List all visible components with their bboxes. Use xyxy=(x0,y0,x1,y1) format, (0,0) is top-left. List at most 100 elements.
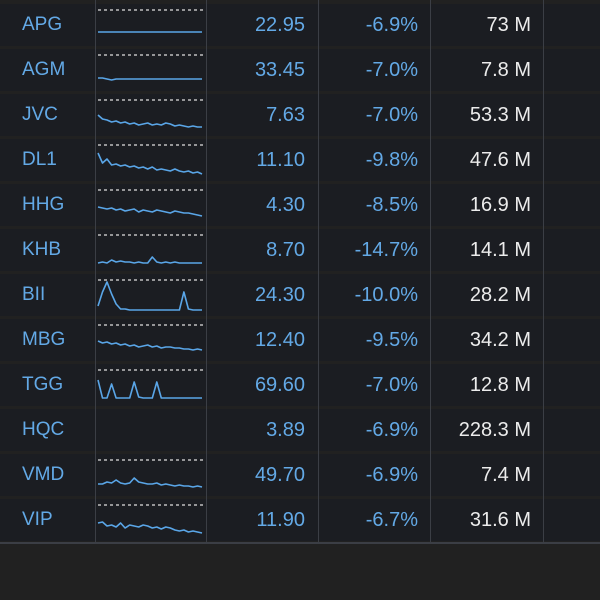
column-divider xyxy=(318,0,319,543)
stock-row-agm[interactable]: AGM 33.45 -7.0% 7.8 M xyxy=(0,49,600,91)
stock-row-vip[interactable]: VIP 11.90 -6.7% 31.6 M xyxy=(0,499,600,541)
row-menu-button[interactable] xyxy=(544,94,600,136)
sparkline-chart xyxy=(96,274,206,316)
stock-row-dl1[interactable]: DL1 11.10 -9.8% 47.6 M xyxy=(0,139,600,181)
sparkline-svg xyxy=(97,324,204,351)
column-divider xyxy=(543,0,544,543)
sparkline-path xyxy=(97,152,203,175)
sparkline-svg xyxy=(98,459,204,488)
row-menu-button[interactable] xyxy=(544,139,600,181)
stock-price: 69.60 xyxy=(254,374,305,396)
stock-symbol[interactable]: BII xyxy=(22,284,46,305)
stock-price: 33.45 xyxy=(254,59,305,81)
column-divider xyxy=(206,0,207,543)
sparkline-chart xyxy=(96,319,206,361)
stock-symbol[interactable]: VMD xyxy=(22,464,65,485)
stock-price: 3.89 xyxy=(266,419,305,441)
stock-symbol[interactable]: HQC xyxy=(22,419,65,440)
stock-row-vmd[interactable]: VMD 49.70 -6.9% 7.4 M xyxy=(0,454,600,496)
sparkline-path xyxy=(97,379,202,399)
row-menu-button[interactable] xyxy=(544,4,600,46)
stock-row-khb[interactable]: KHB 8.70 -14.7% 14.1 M xyxy=(0,229,600,271)
stock-symbol[interactable]: MBG xyxy=(22,329,66,350)
sparkline-svg xyxy=(98,54,204,81)
sparkline-path xyxy=(97,281,202,311)
sparkline-path xyxy=(97,256,202,264)
stock-volume: 34.2 M xyxy=(469,329,531,351)
stock-symbol[interactable]: DL1 xyxy=(22,149,57,170)
row-menu-button[interactable] xyxy=(544,499,600,541)
row-menu-button[interactable] xyxy=(544,229,600,271)
sparkline-svg xyxy=(97,234,204,264)
column-divider xyxy=(95,0,96,543)
row-menu-button[interactable] xyxy=(544,454,600,496)
stock-price: 24.30 xyxy=(254,284,305,306)
stock-volume: 14.1 M xyxy=(469,239,531,261)
stock-change-percent: -7.0% xyxy=(365,104,418,126)
sparkline-chart xyxy=(96,364,206,406)
stock-price: 49.70 xyxy=(254,464,305,486)
stock-row-apg[interactable]: APG 22.95 -6.9% 73 M xyxy=(0,4,600,46)
stock-change-percent: -10.0% xyxy=(354,284,418,306)
stock-price: 11.10 xyxy=(256,149,305,171)
stock-row-hhg[interactable]: HHG 4.30 -8.5% 16.9 M xyxy=(0,184,600,226)
row-menu-button[interactable] xyxy=(544,49,600,91)
stock-symbol[interactable]: TGG xyxy=(22,374,64,395)
stock-volume: 16.9 M xyxy=(469,194,531,216)
stock-row-jvc[interactable]: JVC 7.63 -7.0% 53.3 M xyxy=(0,94,600,136)
stock-price: 22.95 xyxy=(254,14,305,36)
stock-volume: 31.6 M xyxy=(469,509,531,531)
sparkline-chart xyxy=(96,454,206,496)
stock-price: 7.63 xyxy=(266,104,305,126)
stock-symbol[interactable]: VIP xyxy=(22,509,53,530)
sparkline-svg xyxy=(97,144,204,175)
row-menu-button[interactable] xyxy=(544,274,600,316)
sparkline-chart xyxy=(96,409,206,451)
sparkline-svg xyxy=(97,99,204,128)
stock-change-percent: -7.0% xyxy=(365,374,418,396)
stock-volume: 53.3 M xyxy=(469,104,531,126)
stock-change-percent: -6.7% xyxy=(365,509,418,531)
stock-volume: 28.2 M xyxy=(469,284,531,306)
stock-change-percent: -9.5% xyxy=(365,329,418,351)
sparkline-chart xyxy=(96,184,206,226)
sparkline-svg xyxy=(97,189,204,217)
stock-volume: 228.3 M xyxy=(458,419,531,441)
row-menu-button[interactable] xyxy=(544,409,600,451)
stock-row-tgg[interactable]: TGG 69.60 -7.0% 12.8 M xyxy=(0,364,600,406)
stock-symbol[interactable]: AGM xyxy=(22,59,66,80)
stock-symbol[interactable]: JVC xyxy=(22,104,58,125)
stock-volume: 73 M xyxy=(486,14,531,36)
stock-row-mbg[interactable]: MBG 12.40 -9.5% 34.2 M xyxy=(0,319,600,361)
stock-price: 4.30 xyxy=(266,194,305,216)
stock-row-bii[interactable]: BII 24.30 -10.0% 28.2 M xyxy=(0,274,600,316)
row-menu-button[interactable] xyxy=(544,184,600,226)
sparkline-path xyxy=(98,77,202,81)
row-menu-button[interactable] xyxy=(544,364,600,406)
stock-change-percent: -9.8% xyxy=(365,149,418,171)
row-menu-button[interactable] xyxy=(544,319,600,361)
sparkline-path xyxy=(97,340,203,351)
stock-symbol[interactable]: APG xyxy=(22,14,63,35)
sparkline-chart xyxy=(96,499,206,541)
stock-price: 11.90 xyxy=(256,509,305,531)
sparkline-svg xyxy=(97,504,204,534)
column-divider xyxy=(430,0,431,543)
sparkline-svg xyxy=(97,369,204,399)
sparkline-path xyxy=(97,521,203,534)
sparkline-chart xyxy=(96,49,206,91)
stock-change-percent: -6.9% xyxy=(365,419,418,441)
stock-symbol[interactable]: HHG xyxy=(22,194,65,215)
sparkline-path xyxy=(98,477,203,488)
stock-volume: 7.4 M xyxy=(480,464,531,486)
sparkline-path xyxy=(97,206,203,217)
sparkline-chart xyxy=(96,229,206,271)
sparkline-svg xyxy=(96,409,206,451)
stock-change-percent: -14.7% xyxy=(354,239,418,261)
sparkline-svg xyxy=(98,9,204,33)
stock-change-percent: -7.0% xyxy=(365,59,418,81)
stock-symbol[interactable]: KHB xyxy=(22,239,62,260)
stock-volume: 12.8 M xyxy=(469,374,531,396)
stock-row-hqc[interactable]: HQC 3.89 -6.9% 228.3 M xyxy=(0,409,600,451)
